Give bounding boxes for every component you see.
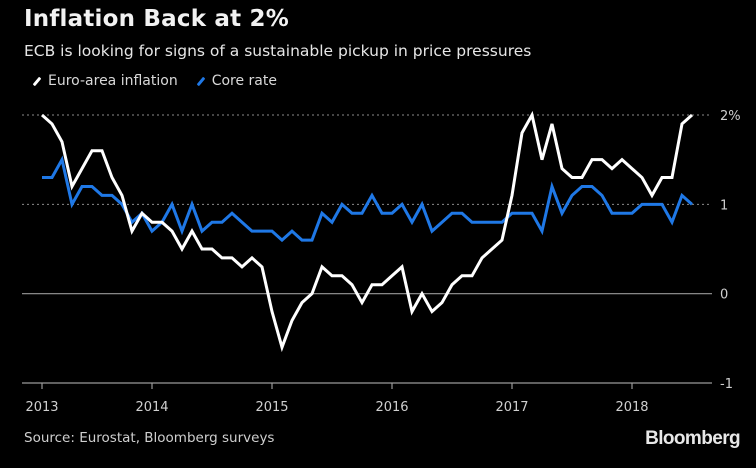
x-tick-label: 2018 <box>615 400 648 415</box>
x-tick-label: 2015 <box>255 400 288 415</box>
y-tick-label: 2% <box>720 109 741 124</box>
legend-item-core-rate: Core rate <box>196 73 277 89</box>
bloomberg-logo: Bloomberg <box>645 428 740 449</box>
x-tick-label: 2016 <box>375 400 408 415</box>
legend: Euro-area inflation Core rate <box>32 73 295 89</box>
chart-title: Inflation Back at 2% <box>24 6 289 32</box>
source-note: Source: Eurostat, Bloomberg surveys <box>24 430 275 446</box>
chart-subtitle: ECB is looking for signs of a sustainabl… <box>24 42 532 60</box>
series-lines <box>41 110 693 353</box>
x-axis: 2013 2014 2015 2016 2017 2018 <box>25 383 649 415</box>
legend-item-euro-area-inflation: Euro-area inflation <box>32 73 178 89</box>
legend-label: Euro-area inflation <box>48 73 178 89</box>
gridlines <box>22 114 712 384</box>
x-tick-label: 2017 <box>495 400 528 415</box>
x-tick-label: 2013 <box>25 400 58 415</box>
y-axis: 2% 1 0 -1 <box>720 109 741 392</box>
y-tick-label: -1 <box>720 377 733 392</box>
y-tick-label: 0 <box>720 288 728 303</box>
legend-label: Core rate <box>211 73 277 89</box>
x-tick-label: 2014 <box>135 400 168 415</box>
y-tick-label: 1 <box>720 198 728 213</box>
series-line-core-rate <box>42 155 693 243</box>
series-line-euro-area-inflation <box>41 110 693 353</box>
